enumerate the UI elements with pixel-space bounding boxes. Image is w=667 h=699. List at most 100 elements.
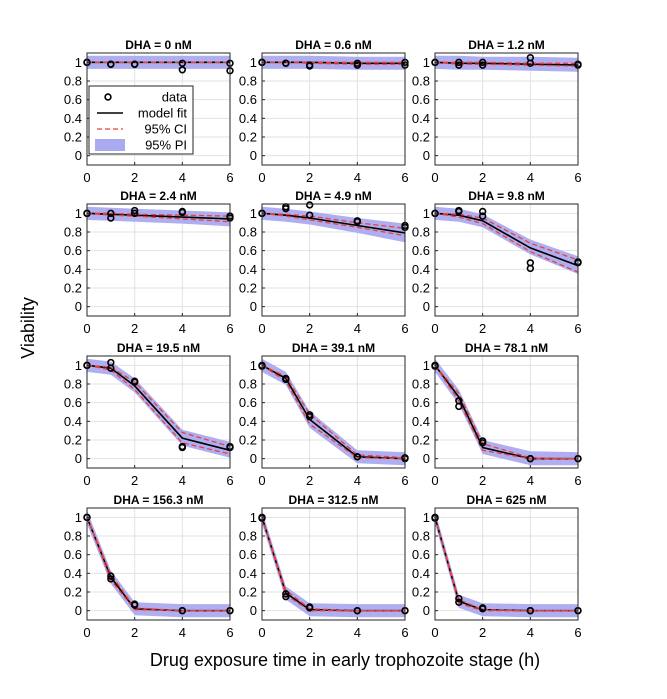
- y-tick-label: 0: [250, 451, 257, 466]
- y-tick-label: 1: [75, 55, 82, 70]
- data-point: [282, 592, 290, 601]
- ci-lower-line: [86, 364, 231, 455]
- x-tick-label: 6: [226, 473, 233, 488]
- y-tick-label: 0.8: [64, 74, 82, 89]
- model-fit-line: [86, 364, 231, 452]
- pi-band: [435, 510, 578, 618]
- x-tick-label: 4: [354, 321, 361, 336]
- x-tick-label: 6: [574, 321, 581, 336]
- ci-upper-line: [261, 364, 406, 459]
- model-fit-line: [86, 212, 231, 220]
- y-tick-label: 0.2: [412, 585, 430, 600]
- x-tick-label: 2: [479, 625, 486, 640]
- plot-area: [87, 508, 230, 620]
- y-tick-label: 0.2: [239, 585, 257, 600]
- y-tick-label: 0.6: [412, 547, 430, 562]
- y-tick-label: 0.4: [64, 111, 82, 126]
- x-tick-label: 6: [226, 321, 233, 336]
- x-tick-label: 0: [431, 170, 438, 185]
- x-tick-label: 0: [258, 473, 265, 488]
- data-point: [107, 572, 115, 580]
- axes-box: [434, 507, 579, 621]
- panel-title: DHA = 0 nM: [125, 38, 192, 52]
- y-tick-label: 0.2: [64, 130, 82, 145]
- ci-upper-line: [434, 517, 578, 612]
- y-tick-label: 1: [75, 510, 82, 525]
- model-fit-line: [434, 212, 579, 267]
- data-point: [455, 594, 463, 603]
- panel-title: DHA = 4.9 nM: [295, 189, 372, 203]
- x-tick-label: 6: [574, 473, 581, 488]
- data-point: [130, 209, 139, 218]
- axes-box: [261, 52, 406, 166]
- data-point: [130, 206, 139, 215]
- x-tick-label: 4: [179, 321, 186, 336]
- pi-band: [87, 358, 230, 458]
- y-tick-label: 0.6: [239, 395, 257, 410]
- x-axis-label: Drug exposure time in early trophozoite …: [150, 650, 540, 670]
- y-tick-label: 0: [75, 603, 82, 618]
- y-tick-label: 0.6: [239, 243, 257, 258]
- x-tick-label: 4: [527, 170, 534, 185]
- panel-title: DHA = 625 nM: [467, 493, 547, 507]
- panel-10: 0 0.2 0.4 0.6 0.8 1 0 2 4 6 DHA = 156.3 nM: [64, 493, 234, 640]
- y-tick-label: 0.6: [412, 243, 430, 258]
- x-tick-label: 4: [354, 473, 361, 488]
- y-tick-label: 0: [75, 451, 82, 466]
- x-tick-label: 6: [226, 625, 233, 640]
- legend-data-marker: [104, 93, 112, 101]
- x-tick-label: 4: [527, 473, 534, 488]
- x-tick-label: 6: [574, 625, 581, 640]
- data-point: [305, 61, 314, 69]
- x-tick-label: 0: [258, 625, 265, 640]
- data-point: [353, 218, 362, 226]
- data-point: [178, 606, 187, 615]
- x-tick-label: 6: [226, 170, 233, 185]
- legend-label: 95% PI: [145, 138, 187, 153]
- panel-8: 0 0.2 0.4 0.6 0.8 1 0 2 4 6 DHA = 39.1 nM: [239, 341, 409, 488]
- ci-upper-line: [86, 364, 231, 448]
- x-tick-label: 2: [131, 625, 138, 640]
- panel-title: DHA = 39.1 nM: [292, 341, 375, 355]
- y-tick-label: 0.8: [412, 225, 430, 240]
- y-tick-label: 0.8: [239, 377, 257, 392]
- x-tick-label: 0: [83, 170, 90, 185]
- axes-box: [261, 203, 406, 317]
- plot-area: [262, 508, 405, 620]
- x-tick-label: 2: [131, 473, 138, 488]
- x-tick-label: 6: [574, 170, 581, 185]
- y-tick-label: 0.6: [64, 395, 82, 410]
- y-tick-label: 0.4: [64, 414, 82, 429]
- pi-band: [435, 206, 578, 274]
- panel-title: DHA = 156.3 nM: [114, 493, 204, 507]
- x-tick-label: 6: [401, 321, 408, 336]
- ci-lower-line: [261, 212, 406, 237]
- y-tick-label: 0: [75, 148, 82, 163]
- x-tick-label: 2: [479, 473, 486, 488]
- panels: 0 0.2 0.4 0.6 0.8 1 0 2 4 6 DHA = 0 nM 0 0.2 0.4 0.6 0.…: [64, 38, 582, 640]
- y-tick-label: 1: [250, 206, 257, 221]
- y-tick-label: 0.8: [412, 529, 430, 544]
- x-tick-label: 0: [83, 321, 90, 336]
- data-point: [455, 58, 463, 67]
- y-tick-label: 0: [423, 451, 430, 466]
- legend-label: 95% CI: [144, 122, 187, 137]
- data-point: [130, 601, 139, 609]
- y-tick-label: 0.2: [64, 585, 82, 600]
- data-point: [178, 442, 187, 451]
- axes-box: [86, 355, 231, 469]
- data-point: [353, 606, 362, 615]
- axes-box: [434, 203, 579, 317]
- y-tick-label: 0.2: [239, 433, 257, 448]
- y-tick-label: 0.2: [412, 433, 430, 448]
- ci-lower-line: [434, 364, 578, 460]
- x-tick-label: 4: [354, 170, 361, 185]
- y-tick-label: 0.6: [64, 243, 82, 258]
- y-tick-label: 0: [423, 299, 430, 314]
- x-tick-label: 0: [431, 625, 438, 640]
- y-tick-label: 0.6: [239, 547, 257, 562]
- data-point: [305, 211, 314, 219]
- y-tick-label: 0.6: [64, 547, 82, 562]
